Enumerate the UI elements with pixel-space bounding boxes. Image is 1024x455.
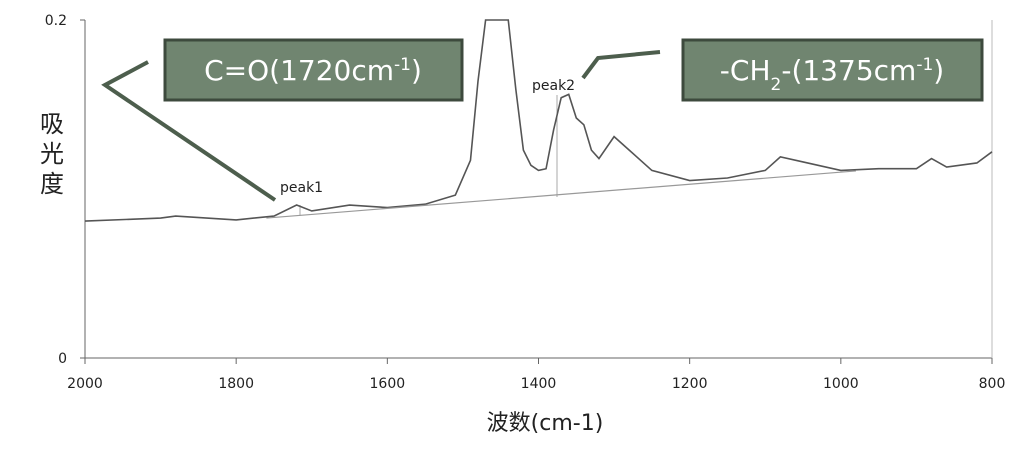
x-tick-label: 800 [979,376,1006,392]
x-tick-label: 1200 [672,376,708,392]
annotation-text: ) [411,54,422,87]
x-tick-label: 2000 [67,376,103,392]
peak-label: peak2 [532,78,575,94]
x-tick-label: 1000 [823,376,859,392]
y-tick-label: 0.2 [45,13,67,29]
peak-label: peak1 [280,180,323,196]
annotation-sup: -1 [394,55,411,75]
annotation-text: -CH [720,54,771,87]
annotation: C=O(1720cm-1) [204,54,422,87]
annotation-text: ) [933,54,944,87]
leader-line [581,50,661,80]
spectrum-line [84,19,993,222]
y-axis-title: 光 [40,140,64,168]
y-axis-title: 度 [40,170,64,198]
x-axis-title: 波数(cm-1) [487,411,604,436]
annotation: -CH2-(1375cm-1) [720,54,944,95]
spectrum-line [266,170,856,219]
annotation-box [163,38,464,102]
annotation-text: -(1375cm [781,54,916,87]
leader-line [101,60,277,202]
annotation-sub: 2 [771,75,782,95]
annotation-text: C=O(1720cm [204,54,394,87]
x-tick-label: 1400 [521,376,557,392]
annotation-box [681,38,984,102]
y-tick-label: 0 [58,351,67,367]
y-axis-title: 吸 [40,110,64,138]
x-tick-label: 1800 [218,376,254,392]
x-tick-label: 1600 [370,376,406,392]
annotation-sup: -1 [916,55,933,75]
